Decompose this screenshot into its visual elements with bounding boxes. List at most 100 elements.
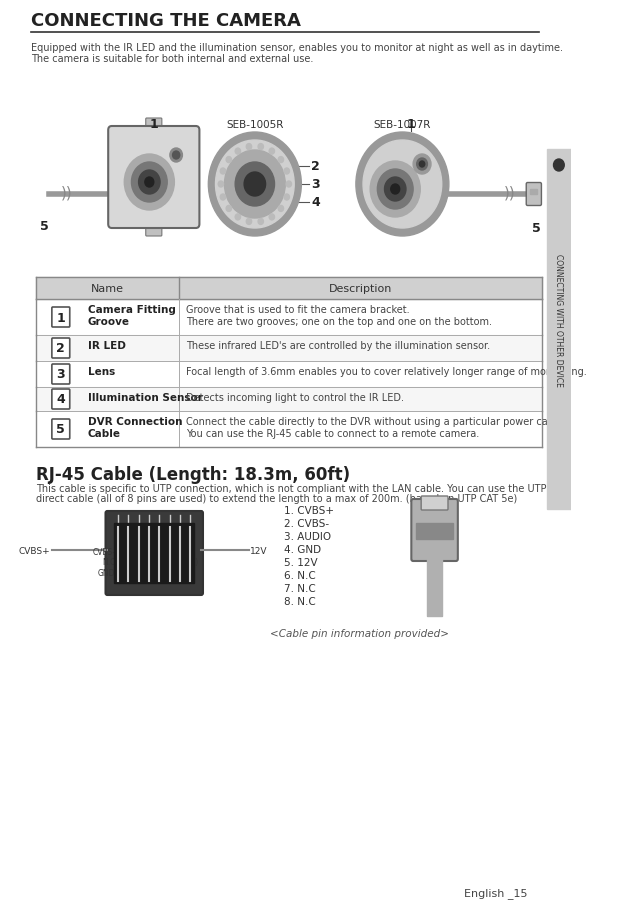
Text: direct cable (all of 8 pins are used) to extend the length to a max of 200m. (ba: direct cable (all of 8 pins are used) to… xyxy=(36,493,517,504)
FancyBboxPatch shape xyxy=(412,499,458,562)
Circle shape xyxy=(370,162,420,218)
Text: 6. N.C: 6. N.C xyxy=(285,571,316,581)
Circle shape xyxy=(419,162,425,168)
Circle shape xyxy=(269,149,274,155)
Text: This cable is specific to UTP connection, which is not compliant with the LAN ca: This cable is specific to UTP connection… xyxy=(36,483,546,493)
Circle shape xyxy=(377,170,413,209)
Bar xyxy=(36,336,542,361)
Circle shape xyxy=(225,151,285,219)
Bar xyxy=(114,524,194,583)
FancyBboxPatch shape xyxy=(52,389,70,410)
Bar xyxy=(36,387,542,412)
Circle shape xyxy=(246,219,251,225)
Circle shape xyxy=(356,133,449,237)
Circle shape xyxy=(235,215,241,220)
Text: 1: 1 xyxy=(407,118,416,131)
FancyBboxPatch shape xyxy=(108,126,200,228)
Bar xyxy=(416,524,454,539)
Bar xyxy=(36,278,542,300)
Bar xyxy=(36,300,542,336)
Circle shape xyxy=(220,169,226,175)
FancyBboxPatch shape xyxy=(52,365,70,385)
Circle shape xyxy=(170,149,182,163)
FancyBboxPatch shape xyxy=(526,183,542,206)
Circle shape xyxy=(235,163,274,207)
Text: 4. GND: 4. GND xyxy=(285,545,322,554)
Text: SEB-1007R: SEB-1007R xyxy=(374,120,431,130)
Text: Lens: Lens xyxy=(87,367,115,377)
Circle shape xyxy=(284,169,290,175)
Text: Detects incoming light to control the IR LED.: Detects incoming light to control the IR… xyxy=(186,393,404,403)
Circle shape xyxy=(246,144,251,151)
Text: Connect the cable directly to the DVR without using a particular power cable.
Yo: Connect the cable directly to the DVR wi… xyxy=(186,416,566,438)
Text: 3. AUDIO: 3. AUDIO xyxy=(285,531,332,542)
Bar xyxy=(427,558,441,617)
Text: 3: 3 xyxy=(57,368,65,381)
Text: 12V: 12V xyxy=(172,547,186,556)
Text: Focal length of 3.6mm enables you to cover relatively longer range of monitoring: Focal length of 3.6mm enables you to cov… xyxy=(186,367,587,377)
Bar xyxy=(36,412,542,448)
Text: SEB-1005R: SEB-1005R xyxy=(226,120,283,130)
Text: Camera Fitting
Groove: Camera Fitting Groove xyxy=(87,304,175,326)
Text: 5: 5 xyxy=(40,219,49,233)
FancyBboxPatch shape xyxy=(52,308,70,328)
Circle shape xyxy=(220,195,226,200)
Text: 1: 1 xyxy=(149,118,158,131)
Text: Description: Description xyxy=(329,284,392,293)
Circle shape xyxy=(286,182,292,188)
Bar xyxy=(547,150,570,509)
Circle shape xyxy=(218,182,223,188)
Text: CONNECTING THE CAMERA: CONNECTING THE CAMERA xyxy=(31,12,301,30)
Text: )): )) xyxy=(61,185,73,200)
Circle shape xyxy=(269,215,274,220)
Text: 2. CVBS-: 2. CVBS- xyxy=(285,518,329,528)
Text: DVR Connection
Cable: DVR Connection Cable xyxy=(87,416,182,438)
Circle shape xyxy=(124,154,174,210)
FancyBboxPatch shape xyxy=(105,511,203,595)
Circle shape xyxy=(385,178,406,201)
Text: The camera is suitable for both internal and external use.: The camera is suitable for both internal… xyxy=(31,54,314,64)
Text: 4: 4 xyxy=(311,196,320,209)
Text: 5. 12V: 5. 12V xyxy=(285,557,318,567)
Circle shape xyxy=(226,206,232,212)
Circle shape xyxy=(216,141,294,228)
Text: )): )) xyxy=(504,185,516,200)
Text: 3: 3 xyxy=(311,178,320,191)
Circle shape xyxy=(554,160,564,172)
Text: RJ-45 Cable (Length: 18.3m, 60ft): RJ-45 Cable (Length: 18.3m, 60ft) xyxy=(36,465,350,483)
FancyBboxPatch shape xyxy=(145,119,162,135)
Text: CVBS-
N.C
GND: CVBS- N.C GND xyxy=(93,547,115,577)
Text: Illumination Sensor: Illumination Sensor xyxy=(87,393,202,403)
Circle shape xyxy=(417,159,427,171)
Bar xyxy=(530,190,537,195)
Text: CVBS+: CVBS+ xyxy=(19,546,50,554)
Text: 4: 4 xyxy=(56,393,65,406)
Text: Equipped with the IR LED and the illumination sensor, enables you to monitor at : Equipped with the IR LED and the illumin… xyxy=(31,43,563,53)
Circle shape xyxy=(131,163,167,203)
Text: <Cable pin information provided>: <Cable pin information provided> xyxy=(270,628,449,638)
Text: These infrared LED's are controlled by the illumination sensor.: These infrared LED's are controlled by t… xyxy=(186,340,490,350)
Circle shape xyxy=(278,157,283,163)
Circle shape xyxy=(235,149,241,155)
Text: CONNECTING WITH OTHER DEVICE: CONNECTING WITH OTHER DEVICE xyxy=(554,253,563,386)
FancyBboxPatch shape xyxy=(421,497,448,510)
Circle shape xyxy=(258,219,263,225)
Text: 1. CVBS+: 1. CVBS+ xyxy=(285,506,334,516)
Circle shape xyxy=(173,152,180,160)
Text: 2: 2 xyxy=(311,161,320,173)
Text: IR LED: IR LED xyxy=(87,340,126,350)
Circle shape xyxy=(209,133,301,237)
Text: 2: 2 xyxy=(56,342,65,355)
Circle shape xyxy=(390,185,400,195)
Circle shape xyxy=(145,178,154,188)
Text: Groove that is used to fit the camera bracket.
There are two grooves; one on the: Groove that is used to fit the camera br… xyxy=(186,304,492,326)
Text: 7. N.C: 7. N.C xyxy=(285,583,316,593)
Circle shape xyxy=(226,157,232,163)
Text: 8. N.C: 8. N.C xyxy=(285,596,316,606)
Text: 12V: 12V xyxy=(250,546,268,554)
FancyBboxPatch shape xyxy=(52,420,70,440)
Text: 5: 5 xyxy=(532,222,541,235)
Text: Name: Name xyxy=(91,284,124,293)
Text: 5: 5 xyxy=(56,423,65,436)
Text: GND
GND(AUDIO): GND GND(AUDIO) xyxy=(151,547,199,567)
